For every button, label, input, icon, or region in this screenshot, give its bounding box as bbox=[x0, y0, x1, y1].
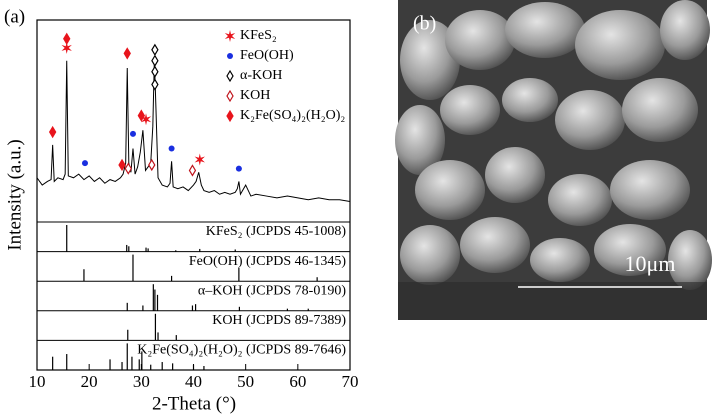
peak-marker bbox=[124, 162, 132, 175]
y-axis-label: Intensity (a.u.) bbox=[4, 139, 25, 250]
scale-bar-label: 10μm bbox=[625, 251, 676, 276]
panel-label: (b) bbox=[413, 13, 436, 35]
x-tick-label: 30 bbox=[133, 372, 150, 391]
peak-marker bbox=[81, 160, 88, 167]
peak-marker bbox=[151, 78, 159, 91]
peak-marker bbox=[148, 158, 156, 172]
peak-marker bbox=[63, 32, 71, 45]
peak-marker bbox=[151, 54, 159, 67]
reference-label: K₂Fe(SO₄)₂(H₂O)₂ (JCPDS 89-7646) bbox=[137, 343, 346, 358]
x-tick-label: 10 bbox=[29, 372, 46, 391]
legend-label: K₂Fe(SO₄)₂(H₂O)₂ bbox=[240, 108, 345, 123]
peak-marker bbox=[61, 41, 72, 54]
legend-label: α-KOH bbox=[240, 68, 282, 83]
x-tick-label: 20 bbox=[81, 372, 98, 391]
peak-marker bbox=[137, 109, 146, 122]
peak-marker bbox=[168, 145, 175, 152]
peak-marker bbox=[226, 109, 234, 123]
legend-label: FeO(OH) bbox=[240, 48, 294, 63]
peak-marker bbox=[151, 65, 159, 78]
peak-marker bbox=[129, 130, 136, 137]
peak-marker bbox=[188, 164, 197, 177]
panel-label: (a) bbox=[4, 6, 25, 27]
peak-marker bbox=[194, 153, 205, 166]
x-axis-label: 2-Theta (°) bbox=[152, 393, 236, 414]
reference-label: KFeS₂ (JCPDS 45-1008) bbox=[206, 224, 347, 239]
peak-marker bbox=[235, 165, 242, 172]
x-tick-label: 70 bbox=[342, 372, 359, 391]
peak-marker bbox=[123, 47, 131, 60]
peak-marker bbox=[224, 30, 236, 42]
peak-marker bbox=[151, 43, 159, 56]
reference-label: FeO(OH) (JCPDS 46-1345) bbox=[189, 254, 346, 269]
x-tick-label: 50 bbox=[237, 372, 254, 391]
peak-marker bbox=[118, 158, 126, 172]
reference-label: KOH (JCPDS 89-7389) bbox=[212, 313, 346, 328]
sem-image bbox=[395, 0, 712, 320]
legend-label: KOH bbox=[240, 88, 270, 103]
peak-marker bbox=[48, 125, 57, 139]
peak-marker bbox=[140, 113, 152, 126]
peak-marker bbox=[226, 69, 234, 83]
xrd-trace bbox=[36, 58, 351, 203]
legend-label: KFeS₂ bbox=[240, 28, 277, 43]
peak-marker bbox=[226, 89, 234, 103]
reference-label: α–KOH (JCPDS 78-0190) bbox=[198, 283, 346, 298]
peak-marker bbox=[227, 53, 233, 59]
x-tick-label: 60 bbox=[289, 372, 306, 391]
x-tick-label: 40 bbox=[185, 372, 202, 391]
